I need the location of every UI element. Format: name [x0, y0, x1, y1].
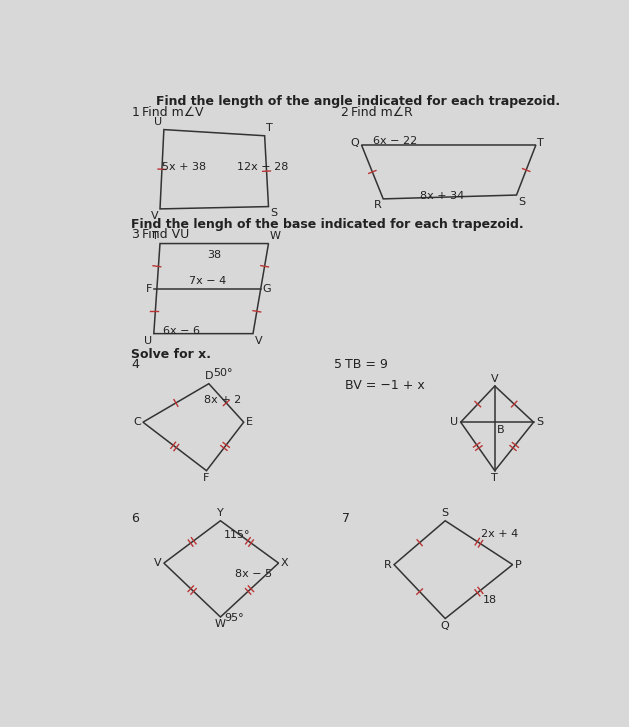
Text: Q: Q: [441, 621, 450, 631]
Text: 4: 4: [131, 358, 139, 371]
Text: T: T: [491, 473, 498, 483]
Text: Q: Q: [350, 138, 359, 148]
Text: 6: 6: [131, 513, 139, 526]
Text: E: E: [246, 417, 253, 427]
Text: S: S: [536, 417, 543, 427]
Text: Solve for x.: Solve for x.: [131, 348, 211, 361]
Text: U: U: [154, 117, 162, 127]
Text: 8x + 2: 8x + 2: [204, 395, 241, 405]
Text: G: G: [262, 284, 271, 294]
Text: D: D: [204, 371, 213, 382]
Text: W: W: [270, 231, 281, 241]
Text: U: U: [144, 336, 152, 346]
Text: X: X: [281, 558, 289, 568]
Text: T: T: [537, 138, 544, 148]
Text: Find the lengh of the base indicated for each trapezoid.: Find the lengh of the base indicated for…: [131, 218, 524, 231]
Text: Y: Y: [217, 508, 224, 518]
Text: 7: 7: [342, 513, 350, 526]
Text: 18: 18: [483, 595, 497, 606]
Text: V: V: [154, 558, 162, 568]
Text: 50°: 50°: [213, 369, 232, 378]
Text: V: V: [255, 336, 262, 346]
Text: W: W: [215, 619, 226, 630]
Text: T: T: [152, 231, 159, 241]
Text: 5: 5: [335, 358, 342, 371]
Text: C: C: [133, 417, 141, 427]
Text: P: P: [515, 560, 521, 570]
Text: S: S: [270, 208, 277, 218]
Text: U: U: [450, 417, 459, 427]
Text: 38: 38: [207, 249, 221, 260]
Text: 6x − 22: 6x − 22: [373, 136, 418, 145]
Text: 1: 1: [131, 106, 139, 119]
Text: 3: 3: [131, 228, 139, 241]
Text: V: V: [151, 212, 159, 221]
Text: Find the length of the angle indicated for each trapezoid.: Find the length of the angle indicated f…: [156, 95, 560, 108]
Text: V: V: [491, 374, 499, 384]
Text: 12x − 28: 12x − 28: [237, 162, 289, 172]
Text: 2: 2: [340, 106, 348, 119]
Text: 8x − 5: 8x − 5: [235, 569, 272, 579]
Text: 5x + 38: 5x + 38: [162, 161, 206, 172]
Text: 7x − 4: 7x − 4: [189, 276, 226, 286]
Text: 6x − 6: 6x − 6: [163, 326, 200, 336]
Text: R: R: [374, 201, 382, 210]
Text: T: T: [266, 124, 273, 134]
Text: Find m∠V: Find m∠V: [142, 106, 204, 119]
Text: B: B: [497, 425, 504, 435]
Text: Find VU: Find VU: [142, 228, 189, 241]
Text: 95°: 95°: [225, 613, 244, 623]
Text: F: F: [203, 473, 209, 483]
Text: S: S: [518, 196, 525, 206]
Text: F: F: [146, 284, 152, 294]
Text: 8x + 34: 8x + 34: [420, 190, 464, 201]
Text: Find m∠R: Find m∠R: [352, 106, 413, 119]
Text: 2x + 4: 2x + 4: [481, 529, 518, 539]
Text: TB = 9
BV = −1 + x: TB = 9 BV = −1 + x: [345, 358, 425, 393]
Text: S: S: [442, 508, 448, 518]
Text: 115°: 115°: [225, 530, 251, 540]
Text: R: R: [384, 560, 392, 570]
